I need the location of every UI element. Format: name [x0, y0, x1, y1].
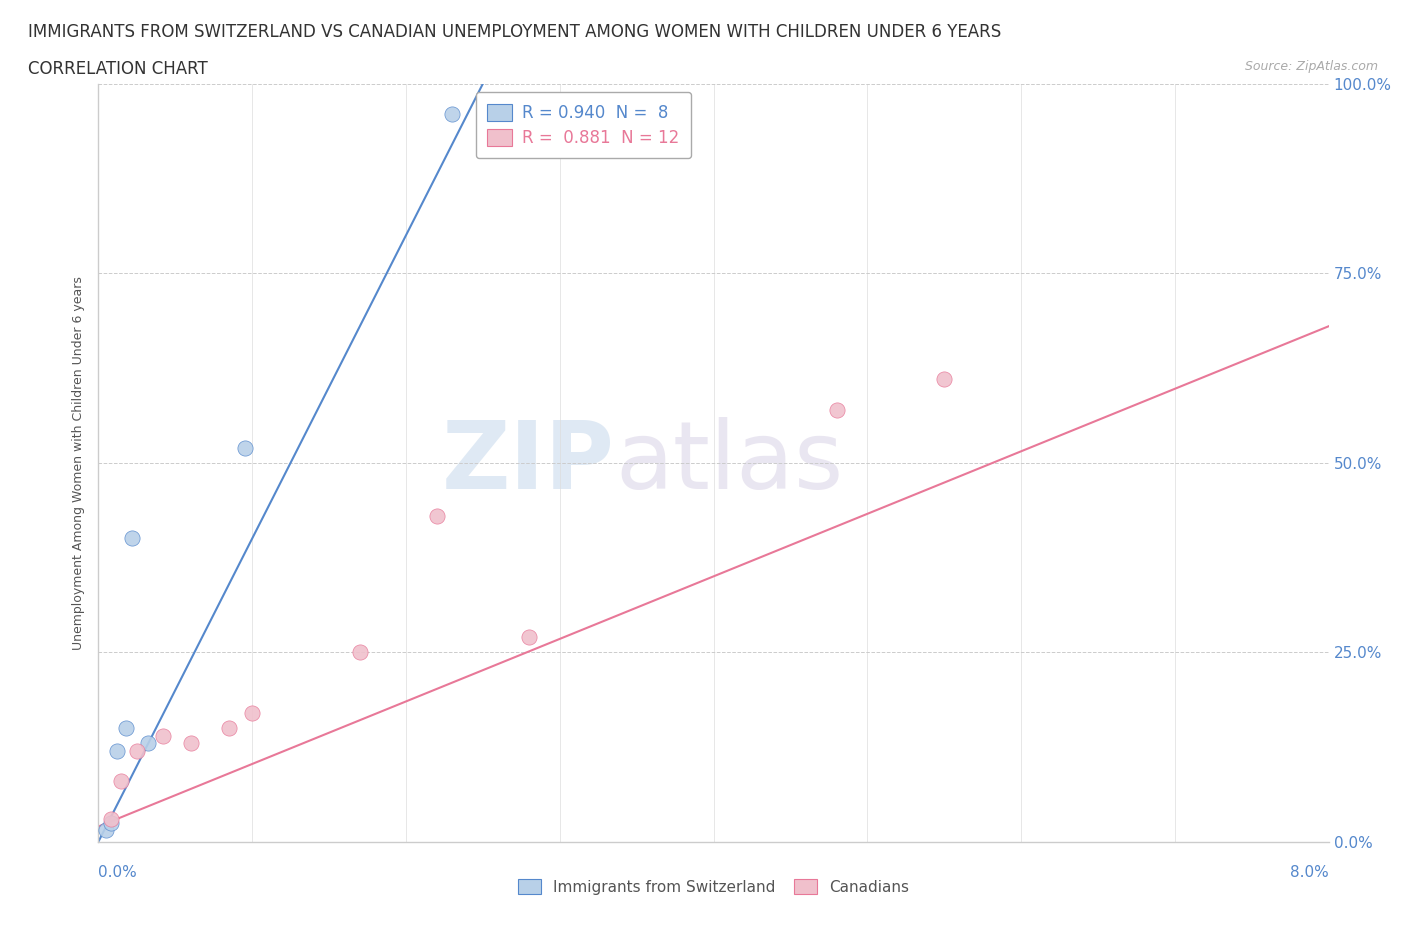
Text: 0.0%: 0.0% [98, 865, 138, 880]
Point [121, 531, 143, 546]
Point [125, 743, 148, 758]
Point [180, 736, 202, 751]
Text: CORRELATION CHART: CORRELATION CHART [28, 60, 208, 78]
Point [218, 721, 240, 736]
Point [152, 728, 174, 743]
Point [349, 644, 371, 659]
Text: IMMIGRANTS FROM SWITZERLAND VS CANADIAN UNEMPLOYMENT AMONG WOMEN WITH CHILDREN U: IMMIGRANTS FROM SWITZERLAND VS CANADIAN … [28, 23, 1001, 41]
Point [100, 816, 122, 830]
Point [934, 372, 956, 387]
Y-axis label: Unemployment Among Women with Children Under 6 years: Unemployment Among Women with Children U… [72, 275, 86, 650]
Legend: Immigrants from Switzerland, Canadians: Immigrants from Switzerland, Canadians [510, 871, 917, 902]
Point [136, 736, 159, 751]
Point [115, 721, 138, 736]
Point [825, 402, 848, 417]
Point [517, 630, 540, 644]
Point [426, 509, 449, 524]
Text: Source: ZipAtlas.com: Source: ZipAtlas.com [1244, 60, 1378, 73]
Text: atlas: atlas [616, 417, 844, 509]
Point [240, 705, 263, 720]
Point [441, 107, 464, 122]
Text: 8.0%: 8.0% [1289, 865, 1329, 880]
Point [100, 812, 122, 827]
Point [105, 743, 128, 758]
Point [94, 823, 117, 838]
Point [110, 774, 132, 789]
Point [233, 440, 256, 455]
Text: ZIP: ZIP [443, 417, 616, 509]
